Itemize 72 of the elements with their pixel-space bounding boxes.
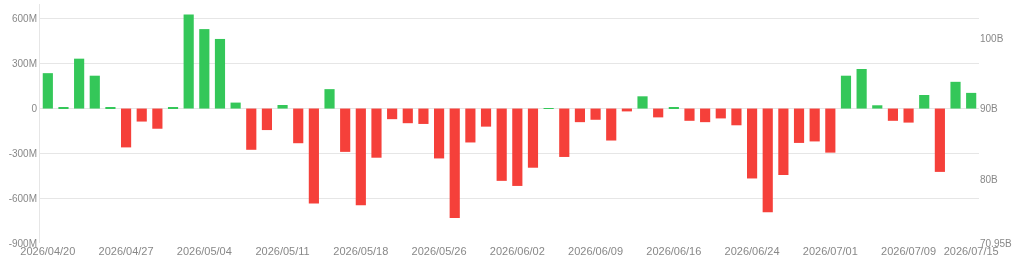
bar <box>277 104 288 109</box>
bar <box>762 108 773 213</box>
bar <box>402 108 413 124</box>
bar <box>872 105 883 109</box>
x-tick-label: 2026/05/11 <box>255 245 310 257</box>
bar <box>465 108 476 143</box>
bar <box>809 108 820 142</box>
bar <box>966 92 977 109</box>
bar <box>574 108 586 123</box>
bar <box>684 108 695 121</box>
bar <box>418 108 429 124</box>
bar <box>214 38 226 109</box>
x-tick-label: 2026/05/26 <box>411 245 467 257</box>
y-tick-label: 0 <box>31 103 38 115</box>
bar <box>308 108 319 204</box>
bar <box>74 58 85 109</box>
x-tick-label: 2026/06/16 <box>646 245 702 257</box>
bar <box>42 73 53 109</box>
y-tick-label: 600M <box>11 13 37 25</box>
bar <box>340 108 351 152</box>
bar <box>559 108 570 157</box>
bar <box>590 108 601 120</box>
bar <box>449 108 460 219</box>
y2-tick-label: 90B <box>980 103 999 115</box>
y-tick-label: -300M <box>8 147 37 159</box>
bar <box>887 108 899 121</box>
bar <box>637 96 648 109</box>
x-tick-label: 2026/07/01 <box>802 245 858 257</box>
bar <box>527 108 539 168</box>
x-tick-label: 2026/05/04 <box>176 245 232 257</box>
bar <box>355 108 366 206</box>
x-tick-label: 2026/04/27 <box>98 245 154 257</box>
x-tick-label: 2026/07/09 <box>881 245 937 257</box>
bar <box>89 75 100 109</box>
bar <box>371 108 382 158</box>
bar <box>934 108 945 172</box>
bar <box>120 108 132 148</box>
x-tick-label: 2026/06/09 <box>568 245 624 257</box>
bar <box>950 81 961 109</box>
bar <box>183 14 194 109</box>
bar <box>512 108 523 186</box>
bar <box>840 75 852 109</box>
bar <box>778 108 789 176</box>
bar <box>199 29 210 109</box>
bar <box>700 108 711 123</box>
y2-tick-label: 80B <box>980 173 999 185</box>
bar <box>246 108 257 150</box>
bar <box>793 108 805 143</box>
bar <box>715 108 726 119</box>
x-tick-label: 2026/06/02 <box>489 245 545 257</box>
bar <box>433 108 445 159</box>
bar <box>731 108 742 126</box>
y-tick-label: -600M <box>8 192 37 204</box>
bar <box>746 108 758 179</box>
bar <box>136 108 147 122</box>
bar <box>293 108 304 144</box>
bar <box>825 108 836 153</box>
bar <box>324 89 335 109</box>
bar <box>387 108 398 120</box>
bar <box>480 108 492 127</box>
bar <box>261 108 273 131</box>
bar <box>496 108 507 181</box>
x-tick-label: 2026/05/18 <box>333 245 389 257</box>
y-tick-label: 300M <box>11 58 37 70</box>
y2-tick-label: 100B <box>980 32 1004 44</box>
bar <box>606 108 617 141</box>
bar <box>919 94 930 109</box>
bar <box>152 108 163 129</box>
bar <box>230 102 241 109</box>
x-tick-label: 2026/06/24 <box>724 245 780 257</box>
bar <box>903 108 914 123</box>
bar <box>856 68 867 109</box>
